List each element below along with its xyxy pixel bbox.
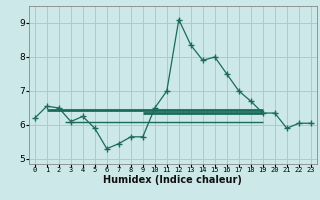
X-axis label: Humidex (Indice chaleur): Humidex (Indice chaleur) bbox=[103, 175, 242, 185]
